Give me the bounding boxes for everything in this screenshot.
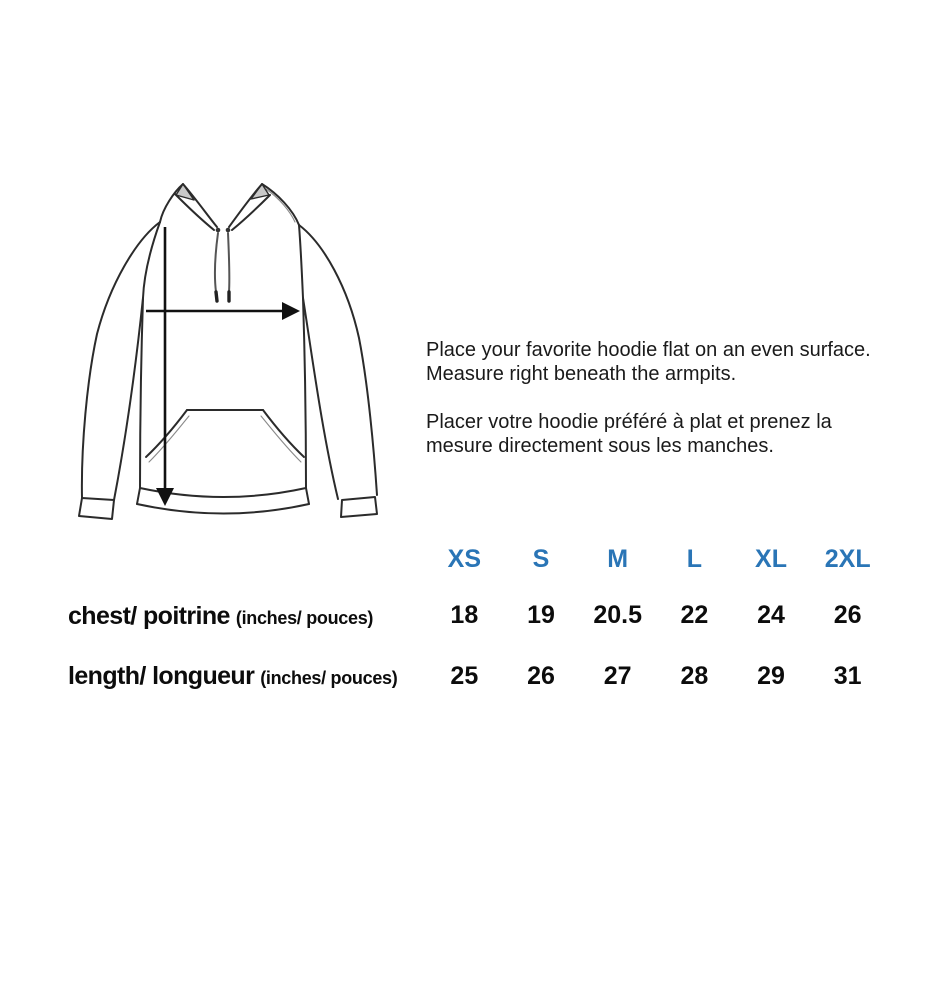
chest-values-row: 18 19 20.5 22 24 26 bbox=[426, 603, 886, 628]
size-header-2xl: 2XL bbox=[824, 545, 871, 573]
drawstrings bbox=[213, 232, 231, 303]
length-value-2xl: 31 bbox=[833, 662, 862, 690]
grommet-left bbox=[215, 227, 221, 233]
chest-label-unit: (inches/ pouces) bbox=[235, 608, 374, 628]
right-sleeve bbox=[298, 224, 378, 518]
torso bbox=[139, 221, 307, 489]
chest-label-text: chest/ poitrine bbox=[68, 602, 230, 630]
instructions-french: Placer votre hoodie préféré à plat et pr… bbox=[426, 410, 916, 458]
measurement-instructions: Place your favorite hoodie flat on an ev… bbox=[426, 338, 916, 458]
hood bbox=[159, 183, 300, 233]
size-header-xs: XS bbox=[447, 545, 482, 573]
length-label-text: length/ longueur bbox=[68, 662, 255, 690]
chest-row-label: chest/ poitrine (inches/ pouces) bbox=[68, 604, 373, 629]
instructions-fr-line2: mesure directement sous les manches. bbox=[426, 435, 774, 457]
grommet-right bbox=[225, 227, 231, 233]
length-value-s: 26 bbox=[527, 662, 555, 690]
size-header-l: L bbox=[686, 545, 702, 573]
chest-value-xl: 24 bbox=[757, 601, 785, 629]
hoodie-line-art bbox=[78, 183, 378, 520]
chest-value-l: 22 bbox=[680, 601, 709, 629]
length-label-unit: (inches/ pouces) bbox=[260, 668, 398, 688]
size-header-row: XS S M L XL 2XL bbox=[426, 547, 886, 572]
length-value-xl: 29 bbox=[757, 662, 785, 690]
instructions-fr-line1: Placer votre hoodie préféré à plat et pr… bbox=[426, 411, 832, 433]
length-row-label: length/ longueur (inches/ pouces) bbox=[68, 662, 398, 690]
kangaroo-pocket bbox=[145, 409, 305, 463]
chest-value-m: 20.5 bbox=[593, 601, 643, 629]
chest-value-xs: 18 bbox=[450, 601, 479, 629]
chest-arrow-icon bbox=[146, 302, 300, 320]
instructions-en-line2: Measure right beneath the armpits. bbox=[426, 363, 737, 385]
instructions-english: Place your favorite hoodie flat on an ev… bbox=[426, 338, 916, 386]
chest-value-s: 19 bbox=[527, 601, 555, 629]
hoodie-diagram bbox=[50, 170, 410, 540]
left-sleeve bbox=[78, 221, 161, 520]
length-value-m: 27 bbox=[603, 662, 632, 690]
size-header-m: M bbox=[607, 545, 629, 573]
instructions-en-line1: Place your favorite hoodie flat on an ev… bbox=[426, 339, 871, 361]
length-value-xs: 25 bbox=[450, 662, 479, 690]
size-header-s: S bbox=[532, 545, 550, 573]
size-header-xl: XL bbox=[755, 545, 787, 573]
length-arrow-icon bbox=[156, 227, 174, 506]
length-values-row: 25 26 27 28 29 31 bbox=[426, 664, 886, 689]
length-value-l: 28 bbox=[680, 662, 709, 690]
chest-value-2xl: 26 bbox=[833, 601, 862, 629]
